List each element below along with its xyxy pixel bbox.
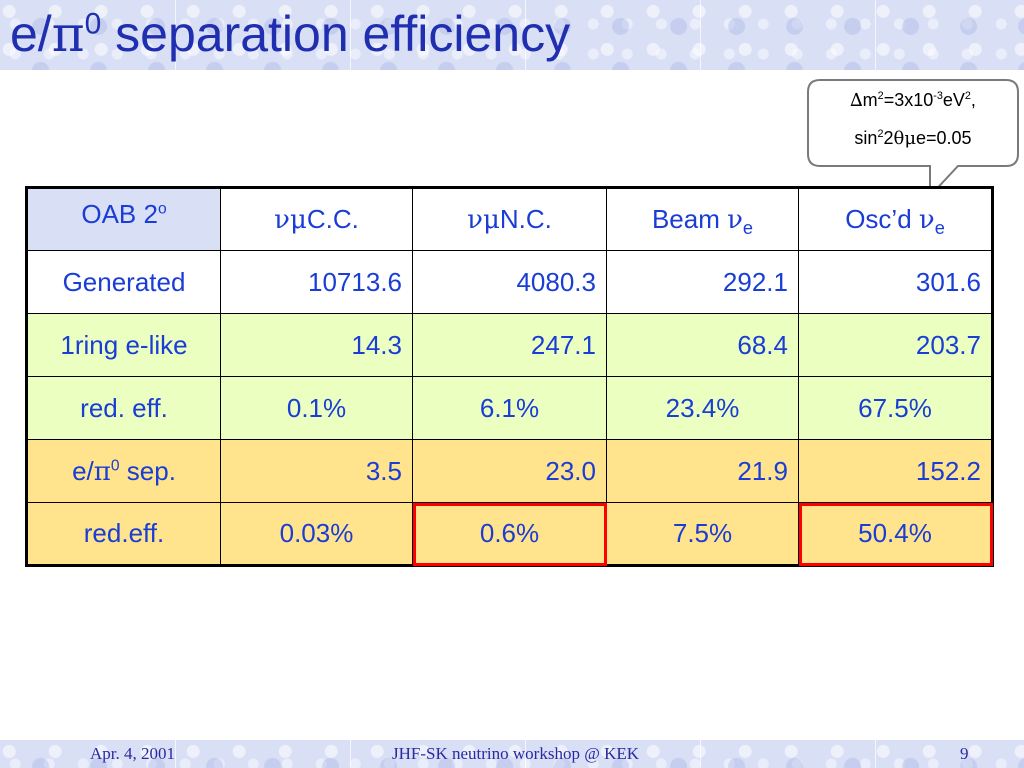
table-cell: 4080.3	[412, 250, 607, 314]
header-row: OAB 2o νμC.C. νμN.C. Beam νe Osc’d νe	[26, 187, 993, 251]
table-cell: 0.1%	[220, 376, 413, 440]
table-cell: 3.5	[220, 439, 413, 503]
header-osc-nue: Osc’d νe	[798, 187, 993, 251]
parameter-callout: ∆m2=3x10-3eV2, sin22θμe=0.05	[806, 78, 1020, 199]
table-cell: 68.4	[606, 313, 799, 377]
table-cell: 203.7	[798, 313, 993, 377]
header-numu-cc: νμC.C.	[220, 187, 413, 251]
highlighted-cell: 50.4%	[798, 502, 993, 566]
slide-title: e/π0 separation efficiency	[10, 5, 571, 63]
table-cell: 67.5%	[798, 376, 993, 440]
table-row: red.eff. 0.03% 0.6% 7.5% 50.4%	[26, 502, 993, 566]
callout-mass-line: ∆m2=3x10-3eV2,	[850, 90, 976, 111]
footer-page-number: 9	[960, 744, 969, 763]
footer-date: Apr. 4, 2001	[90, 744, 175, 763]
table-row: e/π0 sep. 3.5 23.0 21.9 152.2	[26, 439, 993, 503]
row-label: red.eff.	[26, 502, 221, 566]
table-cell: 23.0	[412, 439, 607, 503]
title-band	[0, 0, 1024, 70]
table-cell: 10713.6	[220, 250, 413, 314]
footer-band	[0, 740, 1024, 768]
table-cell: 7.5%	[606, 502, 799, 566]
table-cell: 292.1	[606, 250, 799, 314]
table-cell: 0.03%	[220, 502, 413, 566]
highlighted-cell: 0.6%	[412, 502, 607, 566]
table-cell: 14.3	[220, 313, 413, 377]
table-cell: 21.9	[606, 439, 799, 503]
callout-angle-line: sin22θμe=0.05	[854, 128, 972, 149]
corner-cell: OAB 2o	[26, 187, 221, 251]
row-label: Generated	[26, 250, 221, 314]
table-row: Generated 10713.6 4080.3 292.1 301.6	[26, 250, 993, 314]
efficiency-table: OAB 2o νμC.C. νμN.C. Beam νe Osc’d νe Ge…	[25, 186, 994, 567]
row-label: red. eff.	[26, 376, 221, 440]
pi-symbol: π	[51, 5, 85, 63]
table-cell: 301.6	[798, 250, 993, 314]
footer-event: JHF-SK neutrino workshop @ KEK	[392, 744, 640, 763]
table-cell: 247.1	[412, 313, 607, 377]
table-row: 1ring e-like 14.3 247.1 68.4 203.7	[26, 313, 993, 377]
row-label: e/π0 sep.	[26, 439, 221, 503]
table-cell: 23.4%	[606, 376, 799, 440]
callout-bubble-shape	[807, 79, 1019, 199]
row-label: 1ring e-like	[26, 313, 221, 377]
table-row: red. eff. 0.1% 6.1% 23.4% 67.5%	[26, 376, 993, 440]
table-cell: 152.2	[798, 439, 993, 503]
header-beam-nue: Beam νe	[606, 187, 799, 251]
table-cell: 6.1%	[412, 376, 607, 440]
header-numu-nc: νμN.C.	[412, 187, 607, 251]
